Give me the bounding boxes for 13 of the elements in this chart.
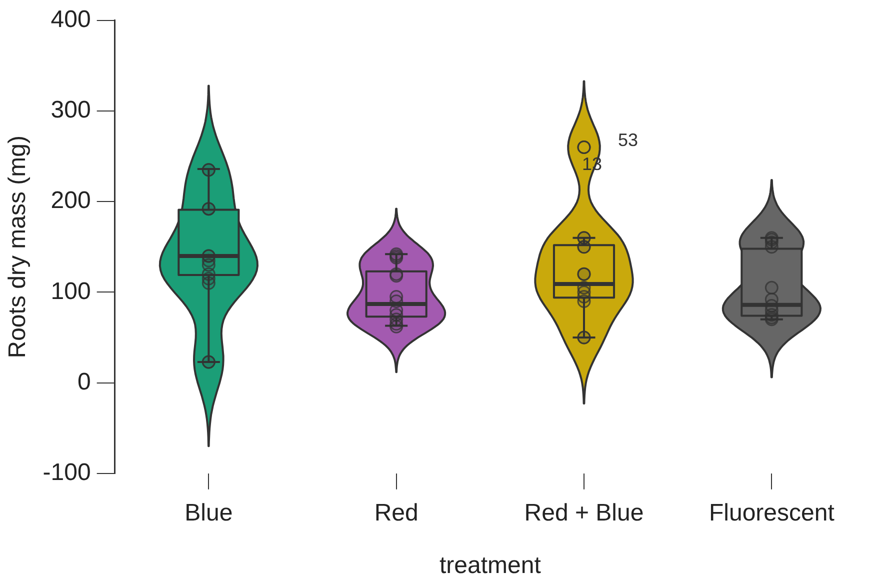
y-tick-label: 0 [77, 368, 91, 396]
x-tick-label: Red [374, 499, 418, 526]
y-axis-title: Roots dry mass (mg) [4, 136, 32, 358]
y-tick-label: -100 [42, 459, 91, 486]
y-tick-label: 100 [50, 278, 91, 305]
x-tick-label: Red + Blue [524, 499, 644, 526]
y-tick-label: 200 [50, 187, 91, 214]
x-tick-label: Blue [184, 499, 233, 526]
x-axis-title: treatment [439, 552, 542, 580]
y-tick-label: 300 [50, 96, 91, 124]
x-tick-label: Fluorescent [708, 499, 835, 526]
annotation: 53 [618, 130, 638, 150]
y-tick-label: 400 [50, 6, 91, 34]
